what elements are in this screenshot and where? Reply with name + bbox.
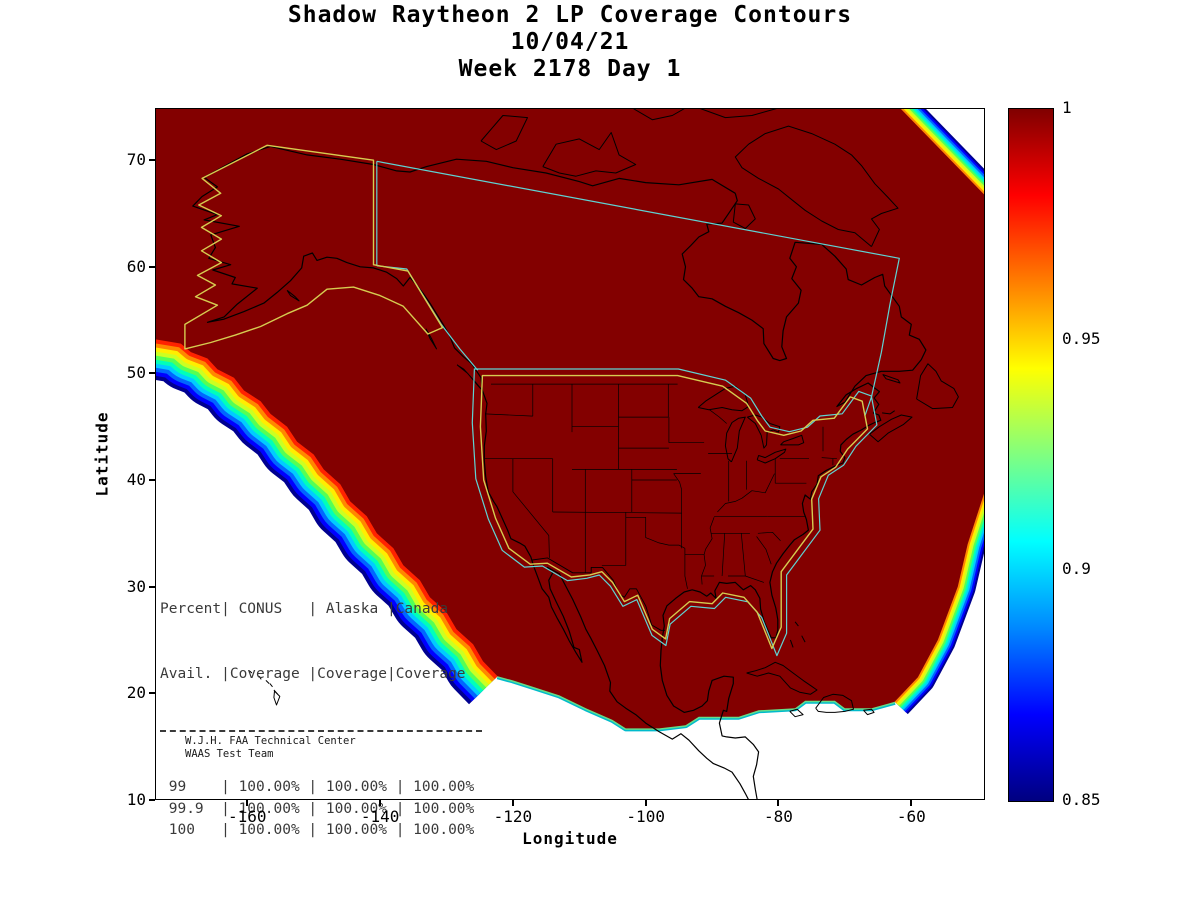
stats-rows: 99 | 100.00% | 100.00% | 100.00% 99.9 | … [160, 777, 482, 842]
stats-row: 100 | 100.00% | 100.00% | 100.00% [160, 822, 475, 838]
x-axis-label: Longitude [522, 829, 618, 848]
stats-header-line1: Percent| CONUS | Alaska |Canada [160, 601, 449, 617]
x-tick-label: -60 [896, 807, 926, 826]
x-tick-mark [246, 800, 249, 806]
y-tick-mark [149, 479, 155, 482]
y-tick-mark [149, 265, 155, 268]
y-tick-label: 40 [126, 470, 146, 490]
y-tick-label: 30 [126, 576, 146, 596]
plot-title-line3: Week 2178 Day 1 [458, 56, 682, 82]
x-tick-label: -140 [360, 807, 400, 826]
y-tick-label: 10 [126, 789, 146, 809]
y-tick-mark [149, 798, 155, 801]
x-tick-label: -120 [493, 807, 533, 826]
x-tick-mark [777, 800, 780, 806]
coverage-stats-table: Percent| CONUS | Alaska |Canada Avail. |… [160, 556, 482, 885]
credit-line2: WAAS Test Team [185, 748, 274, 760]
y-tick-label: 20 [126, 683, 146, 703]
plot-title-line1: Shadow Raytheon 2 LP Coverage Contours [287, 2, 853, 28]
stats-row: 99.9 | 100.00% | 100.00% | 100.00% [160, 800, 475, 817]
stats-header-line2: Avail. |Coverage |Coverage|Coverage [160, 665, 466, 682]
colorbar-tick-label: 1 [1062, 98, 1072, 117]
colorbar [1008, 108, 1054, 802]
colorbar-tick-label: 0.85 [1062, 790, 1101, 809]
x-tick-mark [511, 800, 514, 806]
stats-row: 99 | 100.00% | 100.00% | 100.00% [160, 779, 475, 795]
colorbar-tick-label: 0.95 [1062, 328, 1101, 348]
table-dashed-separator [160, 730, 482, 732]
y-tick-mark [149, 372, 155, 375]
x-tick-label: -100 [626, 807, 665, 826]
colorbar-tick-label: 0.9 [1062, 559, 1091, 579]
y-tick-mark [149, 585, 155, 588]
x-tick-mark [910, 800, 913, 806]
y-tick-label: 50 [126, 363, 146, 383]
x-tick-label: -160 [228, 807, 267, 826]
x-tick-mark [379, 800, 382, 806]
plot-title: Shadow Raytheon 2 LP Coverage Contours 1… [155, 2, 985, 83]
x-tick-label: -80 [764, 807, 793, 826]
y-tick-label: 60 [126, 256, 146, 276]
credit-text: W.J.H. FAA Technical Center WAAS Test Te… [185, 735, 356, 761]
x-tick-mark [644, 800, 647, 806]
credit-line1: W.J.H. FAA Technical Center [185, 735, 356, 747]
plot-title-line2: 10/04/21 [510, 29, 630, 55]
y-tick-mark [149, 692, 155, 695]
coverage-map [155, 108, 985, 800]
y-tick-mark [149, 159, 155, 162]
y-tick-label: 70 [126, 150, 146, 170]
